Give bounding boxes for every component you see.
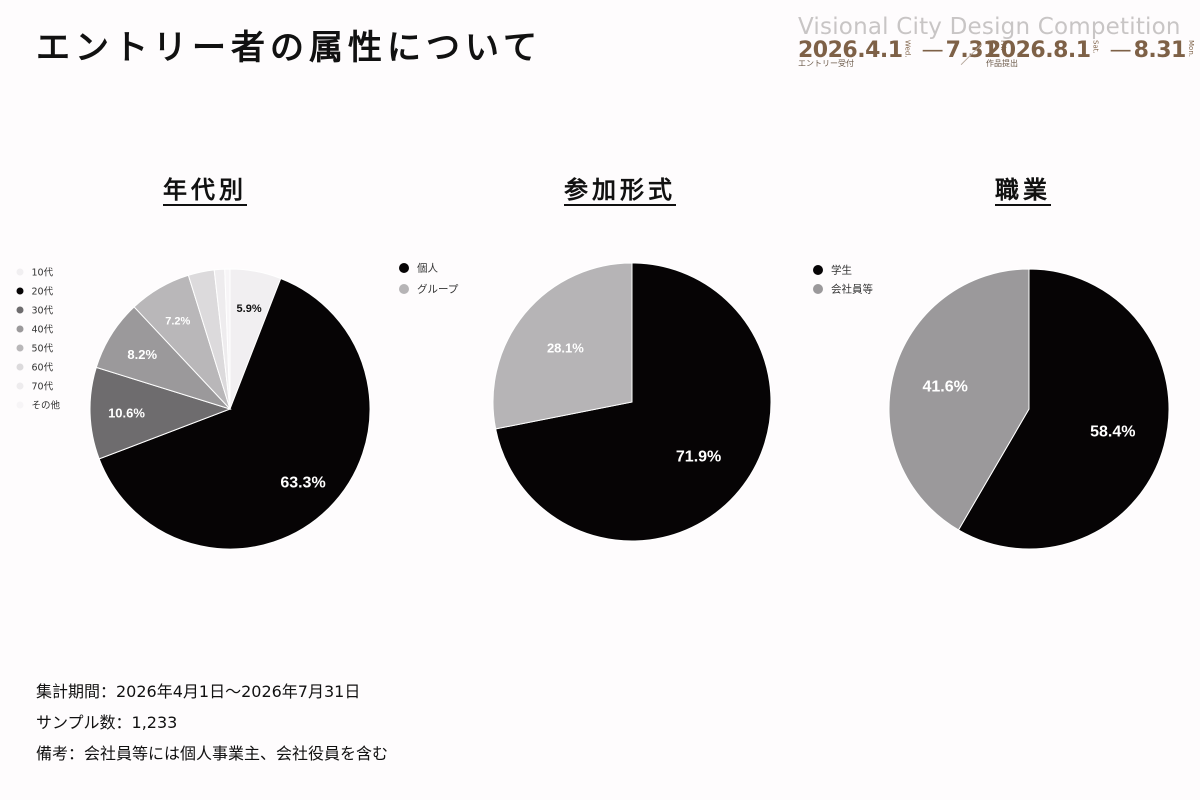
pie-chart-0: 5.9% 63.3% 10.6% 8.2% 7.2% 10代 20代 30代 40代 50代 60代… — [16, 268, 371, 550]
entry-start-date: 2026.4.1 — [798, 38, 903, 63]
legend-label-その他: その他 — [32, 400, 61, 412]
competition-logo: Visional City Design Competition 2026.4.… — [798, 14, 1195, 74]
pie-slice-個人 — [495, 262, 772, 542]
data-label-個人: 71.9% — [676, 449, 721, 466]
legend-marker-グループ — [399, 284, 409, 294]
legend-label-50代: 50代 — [32, 344, 54, 355]
entry-dash: — — [921, 38, 944, 63]
submit-end-date: 8.31 — [1133, 38, 1187, 63]
entry-start-day: Wed. — [903, 40, 912, 58]
chart-title-occupation: 職業 — [873, 170, 1173, 205]
submission-period: 2026.8.1Sat. —8.31Mon. — [986, 38, 1195, 63]
chart-title-occupation-text: 職業 — [995, 176, 1051, 204]
legend-label-学生: 学生 — [831, 264, 852, 277]
legend-label-70代: 70代 — [32, 382, 54, 393]
chart-title-age-text: 年代別 — [163, 176, 247, 204]
legend-marker-学生 — [813, 265, 823, 275]
submit-start-day: Sat. — [1091, 40, 1100, 54]
legend-marker-その他 — [16, 401, 24, 409]
legend-label-20代: 20代 — [32, 287, 54, 298]
data-label-グループ: 28.1% — [547, 340, 584, 355]
legend-marker-40代 — [16, 325, 24, 333]
footnotes: 集計期間：2026年4月1日〜2026年7月31日 サンプル数：1,233 備考… — [36, 680, 388, 773]
legend-marker-会社員等 — [813, 284, 823, 294]
submit-end-day: Mon. — [1186, 40, 1195, 57]
submit-caption: 作品提出 — [986, 59, 1018, 68]
entry-period: 2026.4.1Wed. —7.31Fri. — [798, 38, 1007, 63]
pie-slice-会社員等 — [888, 268, 1030, 531]
footnote-remarks: 備考：会社員等には個人事業主、会社役員を含む — [36, 744, 389, 763]
submit-dash: — — [1109, 38, 1132, 63]
legend-label-個人: 個人 — [417, 262, 438, 275]
entry-end-day: Fri. — [998, 40, 1007, 51]
submit-start-date: 2026.8.1 — [986, 38, 1091, 63]
data-label-会社員等: 41.6% — [923, 378, 968, 395]
data-label-50代: 7.2% — [165, 316, 190, 328]
footnote-period: 集計期間：2026年4月1日〜2026年7月31日 — [36, 682, 361, 701]
data-label-20代: 63.3% — [280, 475, 325, 492]
legend-label-30代: 30代 — [32, 306, 54, 317]
data-label-40代: 8.2% — [127, 347, 157, 362]
pie-slice-その他 — [224, 268, 231, 410]
pie-slice-学生 — [957, 268, 1170, 550]
pie-slice-30代 — [89, 366, 232, 460]
legend-label-10代: 10代 — [32, 268, 54, 279]
page-title: エントリー者の属性について — [36, 28, 542, 68]
chart-title-age: 年代別 — [55, 170, 355, 205]
pie-slice-グループ — [492, 262, 633, 430]
entry-caption: エントリー受付 — [798, 59, 854, 68]
chart-title-format: 参加形式 — [470, 170, 770, 205]
pie-slice-20代 — [98, 277, 371, 550]
legend-label-60代: 60代 — [32, 363, 54, 374]
legend-marker-10代 — [16, 268, 24, 276]
competition-name: Visional City Design Competition — [798, 14, 1181, 40]
legend-label-40代: 40代 — [32, 325, 54, 336]
footnote-sample-size: サンプル数：1,233 — [36, 713, 178, 732]
period-separator: ／ — [960, 44, 983, 69]
data-label-30代: 10.6% — [108, 405, 145, 420]
legend-label-グループ: グループ — [417, 283, 459, 296]
legend-marker-50代 — [16, 344, 24, 352]
data-label-10代: 5.9% — [237, 303, 262, 315]
legend-marker-個人 — [399, 263, 409, 273]
chart-title-format-text: 参加形式 — [564, 176, 676, 204]
legend-label-会社員等: 会社員等 — [831, 283, 873, 296]
data-label-学生: 58.4% — [1090, 424, 1135, 441]
legend-marker-20代 — [16, 287, 24, 295]
entry-end-date: 7.31 — [945, 38, 999, 63]
legend-marker-60代 — [16, 363, 24, 371]
legend-marker-30代 — [16, 306, 24, 314]
legend-marker-70代 — [16, 382, 24, 390]
